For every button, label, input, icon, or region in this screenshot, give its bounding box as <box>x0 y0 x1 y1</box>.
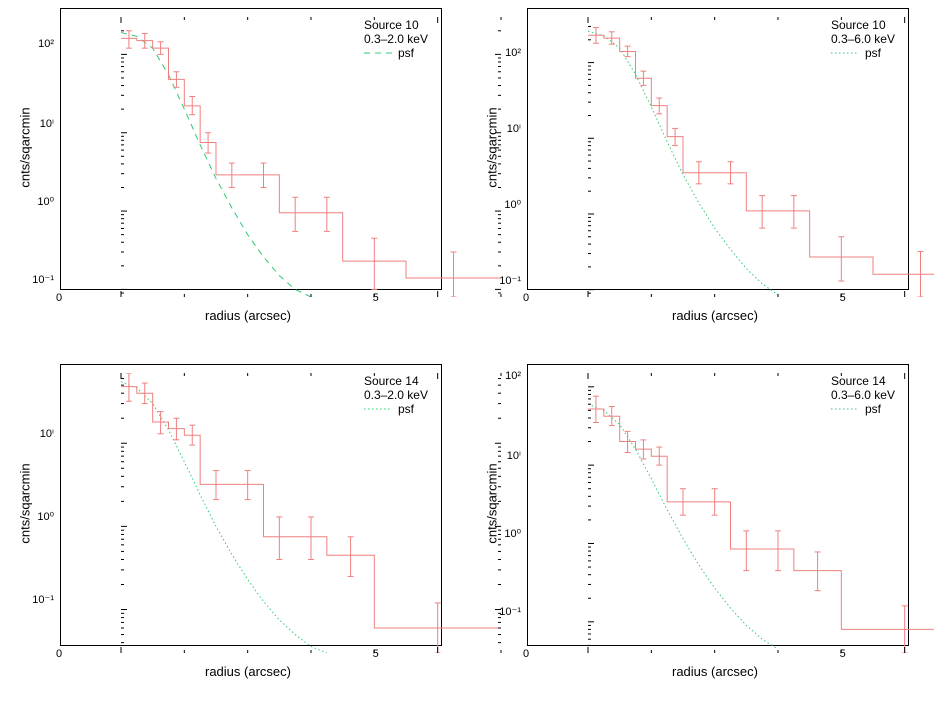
legend-source: Source 10 <box>831 18 895 32</box>
legend-psf-label: psf <box>398 46 414 60</box>
x-axis-label: radius (arcsec) <box>205 308 291 323</box>
legend-psf-swatch <box>831 405 859 413</box>
legend-psf-label: psf <box>865 402 881 416</box>
y-axis-label: cnts/sqarcmin <box>18 88 33 208</box>
legend: Source 140.3–2.0 keVpsf <box>364 374 428 416</box>
x-axis-label: radius (arcsec) <box>205 664 291 679</box>
x-axis-label: radius (arcsec) <box>672 664 758 679</box>
psf-curve <box>588 404 778 649</box>
legend: Source 100.3–2.0 keVpsf <box>364 18 428 60</box>
legend-source: Source 14 <box>364 374 428 388</box>
legend: Source 100.3–6.0 keVpsf <box>831 18 895 60</box>
plot-svg <box>121 373 501 653</box>
panel-tl: 0 5 10⁻¹ 10⁰ 10ⁱ 10² radius (arcsec) cnts/sqarc… <box>0 0 467 355</box>
ytick-label: 10⁰ <box>504 527 521 540</box>
legend-psf-swatch <box>364 405 392 413</box>
ytick-label: 10⁰ <box>37 510 54 523</box>
y-axis-label: cnts/sqarcmin <box>485 88 500 208</box>
data-histogram <box>588 409 934 629</box>
legend-psf-swatch <box>364 49 392 57</box>
ytick-label: 10⁻¹ <box>32 593 54 606</box>
xtick-label: 0 <box>523 648 529 660</box>
plot-svg <box>121 17 501 297</box>
x-axis-label: radius (arcsec) <box>672 308 758 323</box>
legend-psf: psf <box>831 402 895 416</box>
legend-source: Source 10 <box>364 18 428 32</box>
legend-psf: psf <box>364 46 428 60</box>
legend-source: Source 14 <box>831 374 895 388</box>
ytick-label: 10⁻¹ <box>499 605 521 618</box>
data-histogram <box>588 35 934 274</box>
panel-tr: 0 5 10⁻¹ 10⁰ 10ⁱ 10² radius (arcsec) cnts/sqarc… <box>467 0 934 355</box>
ytick-label: 10⁰ <box>37 195 54 208</box>
ytick-label: 10⁰ <box>504 198 521 211</box>
xtick-label: 0 <box>523 292 529 304</box>
legend-energy: 0.3–6.0 keV <box>831 388 895 402</box>
ytick-label: 10² <box>505 47 521 59</box>
legend-energy: 0.3–2.0 keV <box>364 32 428 46</box>
xtick-label: 5 <box>840 648 846 660</box>
y-axis-label: cnts/sqarcmin <box>18 443 33 563</box>
ytick-label: 10⁻¹ <box>499 274 521 287</box>
ytick-label: 10² <box>505 370 521 382</box>
data-histogram <box>121 38 501 278</box>
chart-grid: 0 5 10⁻¹ 10⁰ 10ⁱ 10² radius (arcsec) cnts/sqarc… <box>0 0 934 711</box>
ytick-label: 10ⁱ <box>40 117 54 130</box>
ytick-label: 10ⁱ <box>40 427 54 440</box>
ytick-label: 10ⁱ <box>507 122 521 135</box>
ytick-label: 10⁻¹ <box>32 273 54 286</box>
panel-bl: 0 5 10⁻¹ 10⁰ 10ⁱ radius (arcsec) cnts/sqarcmin… <box>0 356 467 711</box>
legend-psf-swatch <box>831 49 859 57</box>
panel-br: 0 5 10⁻¹ 10⁰ 10ⁱ 10² radius (arcsec) cnts/sqarc… <box>467 356 934 711</box>
psf-curve <box>121 381 327 652</box>
legend-psf: psf <box>364 402 428 416</box>
legend-energy: 0.3–2.0 keV <box>364 388 428 402</box>
xtick-label: 0 <box>56 648 62 660</box>
legend-psf: psf <box>831 46 895 60</box>
xtick-label: 0 <box>56 292 62 304</box>
legend-energy: 0.3–6.0 keV <box>831 32 895 46</box>
legend: Source 140.3–6.0 keVpsf <box>831 374 895 416</box>
y-axis-label: cnts/sqarcmin <box>485 443 500 563</box>
ytick-label: 10² <box>38 38 54 50</box>
xtick-label: 5 <box>373 292 379 304</box>
xtick-label: 5 <box>373 648 379 660</box>
legend-psf-label: psf <box>398 402 414 416</box>
legend-psf-label: psf <box>865 46 881 60</box>
xtick-label: 5 <box>840 292 846 304</box>
ytick-label: 10ⁱ <box>507 449 521 462</box>
data-histogram <box>121 386 501 627</box>
